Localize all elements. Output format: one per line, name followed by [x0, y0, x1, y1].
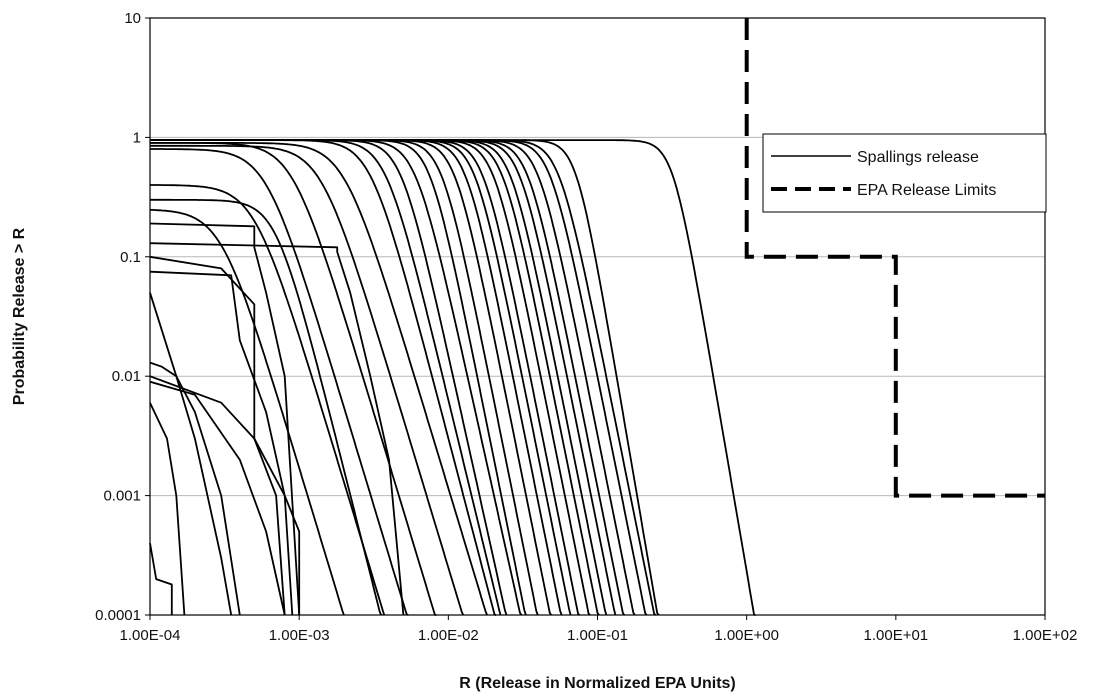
- spallings-curve-35: [149, 292, 233, 616]
- x-tick-label-3: 1.00E-01: [567, 627, 628, 644]
- x-tick-label-0: 1.00E-04: [120, 627, 181, 644]
- legend-label-epa-release-limits: EPA Release Limits: [857, 182, 996, 199]
- x-tick-label-5: 1.00E+01: [864, 627, 929, 644]
- x-tick-label-1: 1.00E-03: [269, 627, 330, 644]
- spallings-curve-27: [149, 242, 405, 616]
- legend-label-spallings-release: Spallings release: [857, 149, 979, 166]
- spallings-curve-25: [150, 198, 383, 616]
- y-tick-label-3: 0.1: [120, 249, 141, 266]
- x-axis-ticks: 1.00E-04 1.00E-03 1.00E-02 1.00E-01 1.00E+00…: [120, 615, 1078, 644]
- epa-limit-line: [744, 18, 1045, 498]
- legend-box: [762, 133, 1047, 213]
- spallings-release-curves: [149, 139, 756, 616]
- spallings-curve-29: [149, 222, 301, 616]
- epa-release-limits: [744, 18, 1045, 498]
- plot-background: [150, 18, 1045, 615]
- plot-area: [149, 17, 1046, 616]
- spallings-curve-34: [149, 542, 173, 615]
- x-tick-label-2: 1.00E-02: [418, 627, 479, 644]
- y-tick-label-5: 10: [124, 10, 141, 27]
- spallings-curve-23: [150, 148, 409, 616]
- x-tick-label-4: 1.00E+00: [714, 627, 779, 644]
- spallings-curve-19: [150, 139, 497, 616]
- y-tick-label-4: 1: [133, 129, 141, 146]
- spallings-curve-26: [149, 208, 345, 616]
- spallings-curve-33: [149, 402, 186, 616]
- legend: Spallings release EPA Release Limits: [762, 133, 1047, 213]
- spallings-curve-36: [149, 375, 286, 616]
- spallings-curve-21: [150, 144, 465, 616]
- spallings-curve-31: [149, 361, 241, 616]
- spallings-curve-30: [149, 270, 294, 616]
- y-axis-title: Probability Release > R: [11, 227, 28, 405]
- y-axis-ticks: 0.0001 0.001 0.01 0.1 1 10: [95, 10, 150, 624]
- y-tick-label-2: 0.01: [112, 368, 141, 385]
- y-tick-label-0: 0.0001: [95, 607, 141, 624]
- y-tick-label-1: 0.001: [103, 488, 141, 505]
- x-tick-label-6: 1.00E+02: [1013, 627, 1078, 644]
- x-axis-title: R (Release in Normalized EPA Units): [459, 675, 736, 692]
